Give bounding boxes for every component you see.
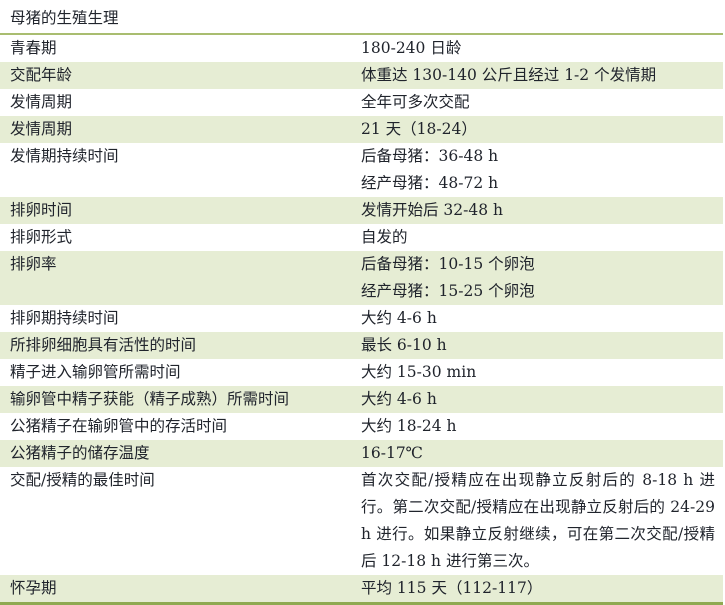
table-row: 公猪精子在输卵管中的存活时间 大约 18-24 h: [0, 413, 723, 440]
row-label: 青春期: [10, 39, 57, 57]
reproduction-physiology-table: 青春期 180-240 日龄交配年龄 体重达 130-140 公斤且经过 1-2 个…: [0, 35, 723, 605]
row-value: 大约 18-24 h: [361, 413, 723, 440]
value-line: 180-240 日龄: [361, 39, 462, 57]
table-row: 怀孕期 平均 115 天（112-117）: [0, 575, 723, 602]
value-line: 最长 6-10 h: [361, 336, 447, 354]
row-label: 公猪精子在输卵管中的存活时间: [10, 417, 228, 435]
row-label: 公猪精子的储存温度: [10, 444, 150, 462]
row-label: 交配/授精的最佳时间: [10, 471, 155, 489]
table-row: 交配/授精的最佳时间 首次交配/授精应在出现静立反射后的 8-18 h 进行。第二…: [0, 467, 723, 575]
value-line: 后备母猪：36-48 h: [361, 147, 499, 165]
value-line: 16-17℃: [361, 444, 424, 462]
row-value: 自发的: [361, 224, 723, 251]
row-value: 首次交配/授精应在出现静立反射后的 8-18 h 进行。第二次交配/授精应在出现…: [361, 467, 723, 575]
table-row: 发情周期 全年可多次交配: [0, 89, 723, 116]
row-label: 交配年龄: [10, 66, 73, 84]
row-label: 排卵时间: [10, 201, 73, 219]
value-line: 发情开始后 32-48 h: [361, 201, 504, 219]
value-line: 首次交配/授精应在出现静立反射后的 8-18 h 进行。第二次交配/授精应在出现…: [361, 471, 715, 570]
row-value: 后备母猪：10-15 个卵泡 经产母猪：15-25 个卵泡: [361, 251, 723, 305]
value-line: 体重达 130-140 公斤且经过 1-2 个发情期: [361, 66, 657, 84]
row-label: 怀孕期: [10, 579, 57, 597]
row-value: 发情开始后 32-48 h: [361, 197, 723, 224]
value-line: 后备母猪：10-15 个卵泡: [361, 255, 535, 273]
row-label: 排卵率: [10, 255, 57, 273]
table-row: 排卵时间 发情开始后 32-48 h: [0, 197, 723, 224]
value-line: 21 天（18-24）: [361, 120, 477, 138]
row-value: 180-240 日龄: [361, 35, 723, 62]
row-label: 输卵管中精子获能（精子成熟）所需时间: [10, 390, 290, 408]
table-row: 公猪精子的储存温度 16-17℃: [0, 440, 723, 467]
value-line: 经产母猪：48-72 h: [361, 174, 499, 192]
row-value: 后备母猪：36-48 h 经产母猪：48-72 h: [361, 143, 723, 197]
row-value: 最长 6-10 h: [361, 332, 723, 359]
value-line: 大约 4-6 h: [361, 390, 437, 408]
table-row: 交配年龄 体重达 130-140 公斤且经过 1-2 个发情期: [0, 62, 723, 89]
row-value: 大约 4-6 h: [361, 305, 723, 332]
value-line: 全年可多次交配: [361, 93, 470, 111]
value-line: 大约 15-30 min: [361, 363, 477, 381]
table-row: 发情期持续时间 后备母猪：36-48 h 经产母猪：48-72 h: [0, 143, 723, 197]
table-row: 所排卵细胞具有活性的时间 最长 6-10 h: [0, 332, 723, 359]
row-label: 排卵形式: [10, 228, 73, 246]
value-line: 自发的: [361, 228, 408, 246]
row-value: 16-17℃: [361, 440, 723, 467]
row-label: 发情周期: [10, 120, 73, 138]
row-label: 发情周期: [10, 93, 73, 111]
table-row: 排卵期持续时间 大约 4-6 h: [0, 305, 723, 332]
row-value: 平均 115 天（112-117）: [361, 575, 723, 602]
row-value: 大约 4-6 h: [361, 386, 723, 413]
value-line: 大约 4-6 h: [361, 309, 437, 327]
table-row: 输卵管中精子获能（精子成熟）所需时间 大约 4-6 h: [0, 386, 723, 413]
table-row: 发情周期 21 天（18-24）: [0, 116, 723, 143]
value-line: 大约 18-24 h: [361, 417, 457, 435]
row-value: 21 天（18-24）: [361, 116, 723, 143]
row-label: 发情期持续时间: [10, 147, 119, 165]
table-row: 精子进入输卵管所需时间 大约 15-30 min: [0, 359, 723, 386]
row-value: 大约 15-30 min: [361, 359, 723, 386]
row-value: 全年可多次交配: [361, 89, 723, 116]
row-label: 所排卵细胞具有活性的时间: [10, 336, 197, 354]
value-line: 平均 115 天（112-117）: [361, 579, 543, 597]
value-line: 经产母猪：15-25 个卵泡: [361, 282, 535, 300]
page-title: 母猪的生殖生理: [0, 0, 723, 35]
row-label: 精子进入输卵管所需时间: [10, 363, 181, 381]
row-value: 体重达 130-140 公斤且经过 1-2 个发情期: [361, 62, 723, 89]
row-label: 排卵期持续时间: [10, 309, 119, 327]
table-row: 排卵形式 自发的: [0, 224, 723, 251]
table-row: 青春期 180-240 日龄: [0, 35, 723, 62]
table-row: 排卵率 后备母猪：10-15 个卵泡 经产母猪：15-25 个卵泡: [0, 251, 723, 305]
